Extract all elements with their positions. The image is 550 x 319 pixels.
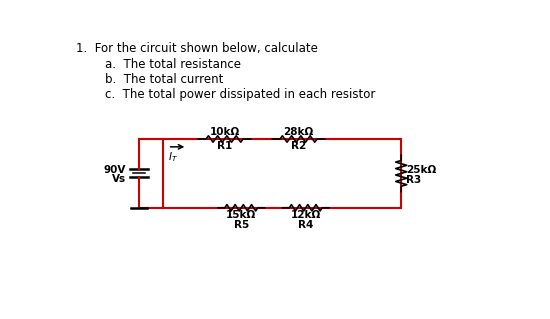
Text: b.  The total current: b. The total current	[105, 73, 223, 86]
Text: Vs: Vs	[112, 174, 126, 184]
Text: 10kΩ: 10kΩ	[210, 127, 240, 137]
Text: 28kΩ: 28kΩ	[283, 127, 313, 137]
Text: a.  The total resistance: a. The total resistance	[105, 58, 241, 71]
Text: 90V: 90V	[104, 166, 126, 175]
Text: R2: R2	[291, 141, 306, 152]
Text: 25kΩ: 25kΩ	[406, 165, 437, 175]
Text: R5: R5	[234, 220, 249, 230]
Text: R1: R1	[217, 141, 232, 152]
Text: 15kΩ: 15kΩ	[226, 210, 256, 220]
Text: R3: R3	[406, 175, 422, 185]
Text: 12kΩ: 12kΩ	[290, 210, 321, 220]
Text: c.  The total power dissipated in each resistor: c. The total power dissipated in each re…	[105, 88, 375, 101]
Text: $I_T$: $I_T$	[168, 150, 178, 164]
Text: 1.  For the circuit shown below, calculate: 1. For the circuit shown below, calculat…	[76, 42, 318, 55]
Text: R4: R4	[298, 220, 314, 230]
